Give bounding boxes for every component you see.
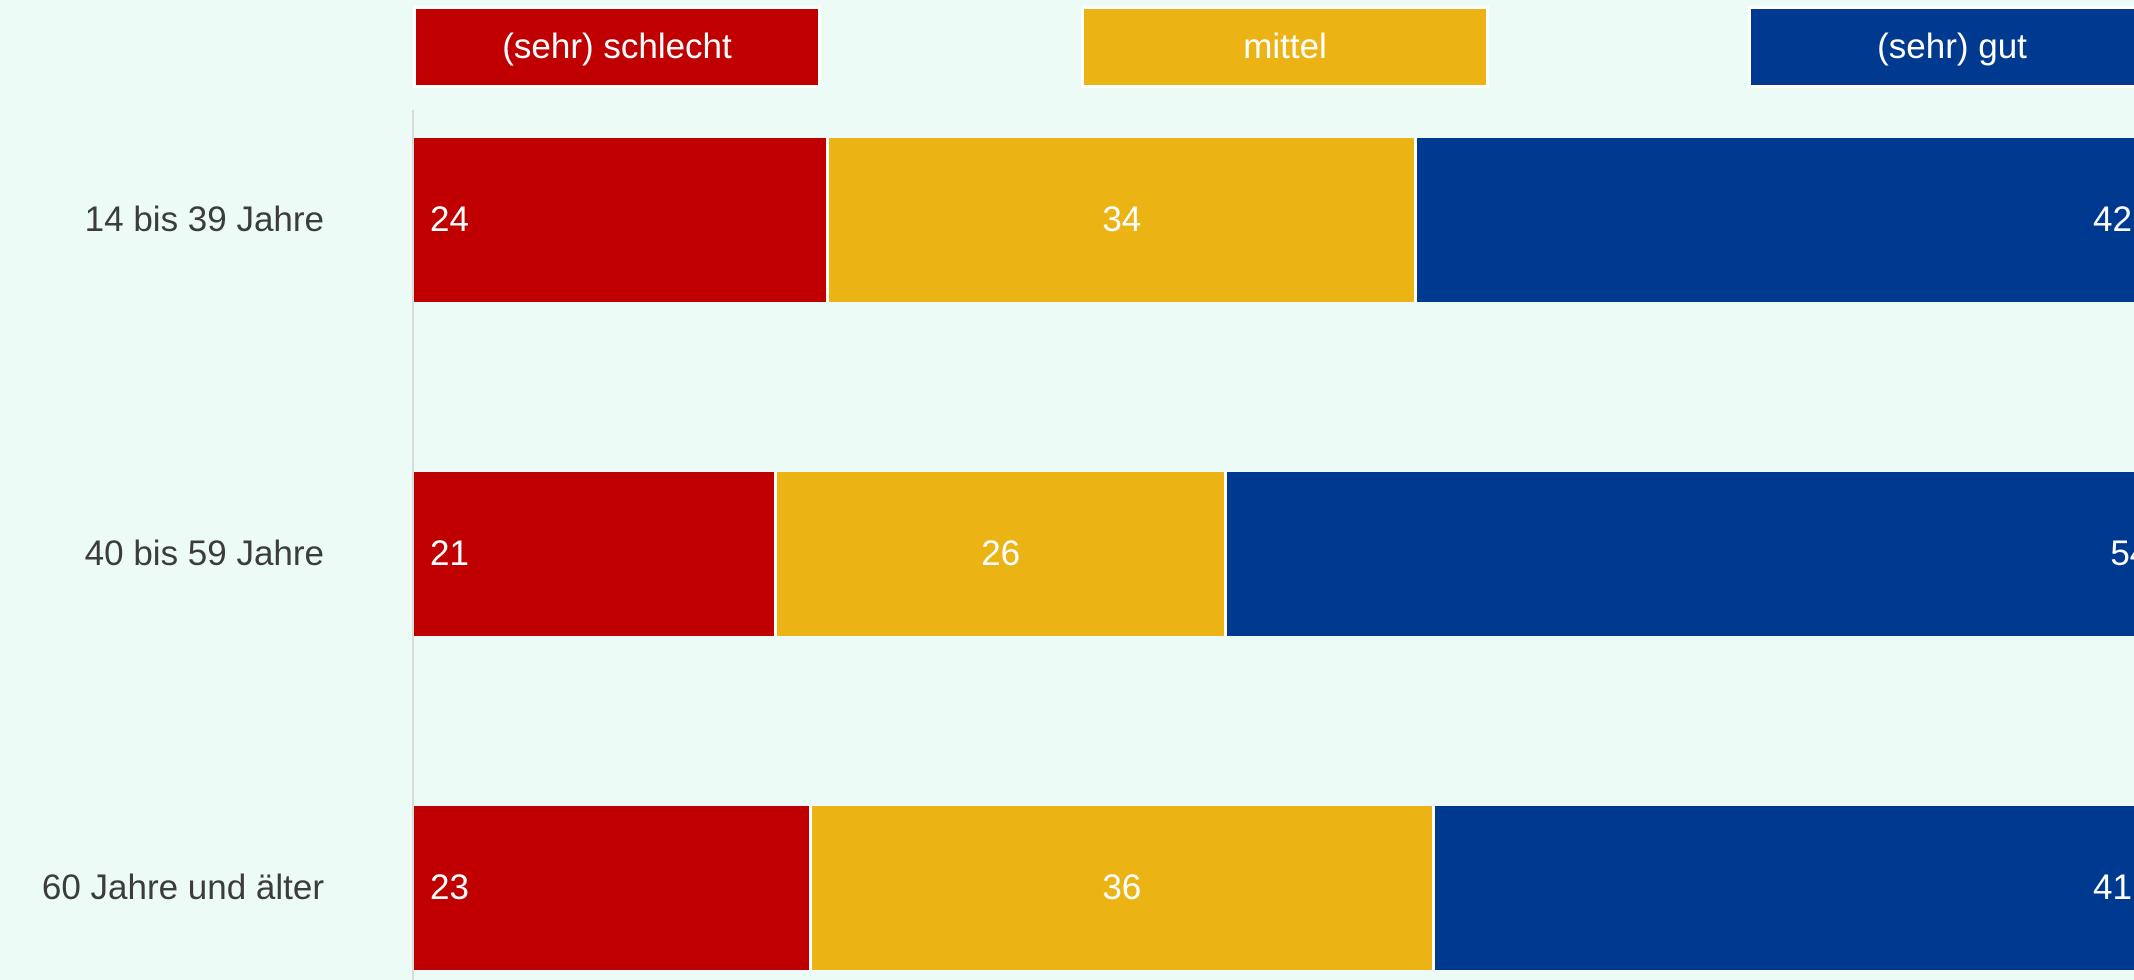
bar-segment-row-3-series-1: 23: [414, 806, 812, 970]
data-label-row-1-series-1: 24: [430, 200, 469, 239]
bar-segment-row-2-series-3: 54: [1227, 472, 2134, 636]
data-label-row-2-series-3: 54: [2110, 534, 2134, 573]
bar-segment-row-1-series-3: 42: [1417, 138, 2134, 302]
data-label-row-2-series-2: 26: [981, 534, 1021, 573]
bar-segment-row-3-series-3: 41: [1434, 806, 2134, 970]
legend-item-1: (sehr) schlecht: [413, 6, 821, 88]
data-label-row-1-series-3: 42: [2093, 200, 2132, 239]
bar-segment-row-1-series-1: 24: [414, 138, 830, 302]
category-label-1: 14 bis 39 Jahre: [84, 200, 324, 239]
bar-segment-row-2-series-2: 26: [777, 472, 1228, 636]
data-label-row-3-series-3: 41: [2093, 868, 2132, 907]
bar-segment-row-2-series-1: 21: [414, 472, 778, 636]
bar-segment-row-3-series-2: 36: [811, 806, 1435, 970]
legend-item-2: mittel: [1081, 6, 1489, 88]
category-label-2: 40 bis 59 Jahre: [84, 534, 324, 573]
data-label-row-3-series-1: 23: [430, 868, 469, 907]
bar-segment-row-1-series-2: 34: [829, 138, 1418, 302]
legend-item-3: (sehr) gut: [1748, 6, 2134, 88]
data-label-row-2-series-1: 21: [430, 534, 469, 573]
data-label-row-1-series-2: 34: [1102, 200, 1142, 239]
category-axis-line: [412, 110, 414, 980]
data-label-row-3-series-2: 36: [1102, 868, 1142, 907]
category-label-3: 60 Jahre und älter: [41, 868, 324, 907]
